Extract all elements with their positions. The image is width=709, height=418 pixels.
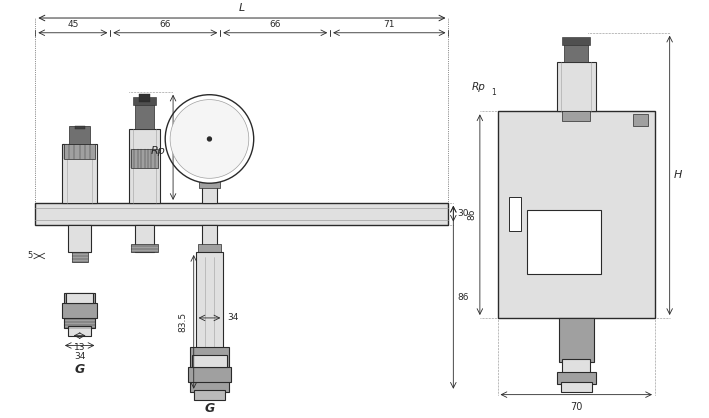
Bar: [191, 355, 227, 367]
Bar: [559, 318, 594, 362]
Bar: [64, 144, 96, 159]
Bar: [562, 112, 590, 121]
Bar: [130, 149, 158, 168]
Text: L: L: [239, 3, 245, 13]
Text: 83.5: 83.5: [179, 312, 188, 332]
Text: G: G: [204, 402, 215, 415]
Circle shape: [165, 95, 254, 183]
Bar: [561, 382, 592, 392]
Bar: [199, 178, 220, 188]
Bar: [557, 62, 596, 112]
Text: 105.5: 105.5: [176, 134, 185, 160]
Bar: [201, 183, 218, 203]
Bar: [66, 293, 94, 303]
Bar: [35, 203, 448, 224]
Text: H: H: [674, 171, 682, 180]
Bar: [196, 252, 223, 352]
Bar: [74, 126, 84, 129]
Bar: [72, 252, 87, 262]
Bar: [562, 37, 590, 45]
Text: 5: 5: [27, 252, 33, 260]
Bar: [633, 115, 648, 126]
Bar: [562, 359, 590, 374]
Bar: [201, 224, 218, 252]
Bar: [64, 293, 96, 328]
Bar: [135, 99, 155, 129]
Bar: [194, 390, 225, 400]
Text: 30: 30: [457, 209, 469, 218]
Bar: [190, 347, 229, 392]
Bar: [135, 224, 155, 252]
Text: 13: 13: [74, 342, 85, 352]
Bar: [62, 144, 97, 203]
Text: 66: 66: [269, 20, 281, 29]
Text: 34: 34: [74, 352, 85, 361]
Bar: [130, 244, 158, 252]
Text: 45: 45: [67, 20, 79, 29]
Text: 86: 86: [457, 293, 469, 302]
Bar: [527, 210, 601, 274]
Text: Rp: Rp: [151, 146, 166, 156]
Text: G: G: [74, 362, 85, 375]
Bar: [564, 41, 588, 62]
Bar: [133, 97, 157, 104]
Circle shape: [170, 99, 249, 178]
Bar: [129, 129, 160, 203]
Text: 34: 34: [227, 314, 238, 322]
Circle shape: [208, 137, 211, 141]
Text: 1: 1: [491, 88, 496, 97]
Bar: [198, 244, 221, 252]
Bar: [68, 224, 91, 252]
Bar: [69, 126, 91, 144]
Bar: [498, 112, 655, 318]
Text: 70: 70: [570, 402, 582, 411]
Text: 66: 66: [160, 20, 171, 29]
Bar: [557, 372, 596, 384]
Bar: [62, 303, 97, 318]
Text: Rp: Rp: [472, 82, 486, 92]
Bar: [509, 197, 521, 232]
Bar: [68, 326, 91, 336]
Bar: [139, 94, 150, 102]
Text: 71: 71: [384, 20, 395, 29]
Bar: [188, 367, 231, 382]
Text: 86: 86: [467, 209, 476, 220]
